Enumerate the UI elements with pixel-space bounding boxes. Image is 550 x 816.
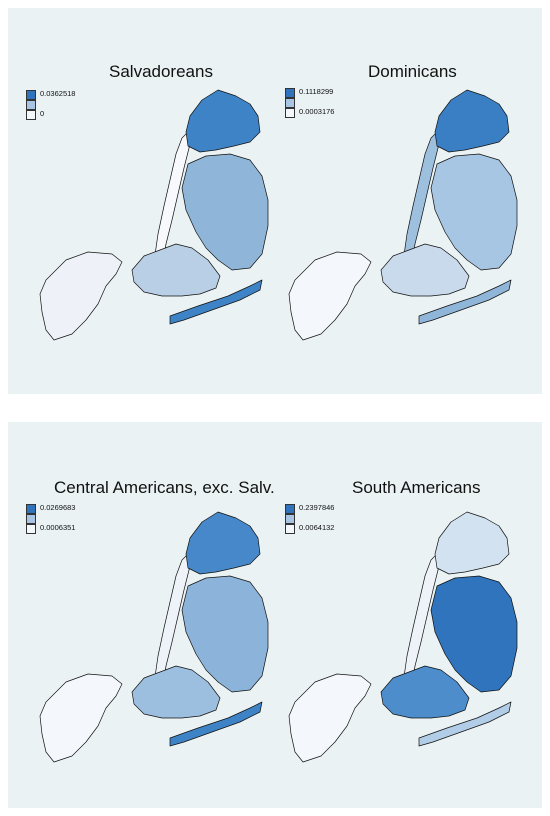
legend-salvadoreans: 0.0362518 0 xyxy=(26,89,136,120)
region-rockaway xyxy=(169,701,263,747)
region-queens xyxy=(430,153,518,271)
legend-label-high: 0.0269683 xyxy=(40,503,76,512)
legend-south-americans: 0.2397846 0.0064132 xyxy=(285,503,395,534)
legend-swatch-mid xyxy=(26,514,36,524)
map-salvadoreans xyxy=(39,89,269,341)
legend-swatch-high xyxy=(285,504,295,514)
legend-row-mid xyxy=(285,514,395,524)
legend-row-low: 0.0003176 xyxy=(285,107,395,118)
region-bronx xyxy=(185,511,261,575)
region-bronx xyxy=(434,511,510,575)
legend-swatch-high xyxy=(26,504,36,514)
region-bronx xyxy=(434,89,510,153)
map-title-south-americans: South Americans xyxy=(352,478,481,497)
region-staten-island xyxy=(288,251,372,341)
legend-row-low: 0.0064132 xyxy=(285,523,395,534)
map-title-dominicans: Dominicans xyxy=(368,62,457,81)
region-staten-island xyxy=(288,673,372,763)
region-staten-island xyxy=(39,251,123,341)
legend-label-low: 0.0064132 xyxy=(299,523,335,532)
legend-swatch-high xyxy=(285,88,295,98)
legend-label-low: 0.0006351 xyxy=(40,523,76,532)
legend-label-high: 0.2397846 xyxy=(299,503,335,512)
region-queens xyxy=(181,153,269,271)
legend-central-americans: 0.0269683 0.0006351 xyxy=(26,503,136,534)
region-brooklyn xyxy=(131,665,221,719)
legend-label-high: 0.0362518 xyxy=(40,89,76,98)
map-title-central-americans: Central Americans, exc. Salv. xyxy=(54,478,275,497)
legend-row-mid xyxy=(26,514,136,524)
map-dominicans xyxy=(288,89,518,341)
map-south-americans xyxy=(288,511,518,763)
legend-swatch-low xyxy=(285,108,295,118)
region-bronx xyxy=(185,89,261,153)
legend-swatch-low xyxy=(26,110,36,120)
map-title-salvadoreans: Salvadoreans xyxy=(109,62,213,81)
legend-swatch-low xyxy=(285,524,295,534)
legend-row-low: 0 xyxy=(26,109,136,120)
legend-row-high: 0.2397846 xyxy=(285,503,395,514)
region-rockaway xyxy=(418,701,512,747)
top-panel: Salvadoreans 0.0362518 0 Dominicans 0.11… xyxy=(8,8,542,394)
map-central-americans xyxy=(39,511,269,763)
legend-swatch-mid xyxy=(26,100,36,110)
region-staten-island xyxy=(39,673,123,763)
legend-label-high: 0.1118299 xyxy=(299,87,334,96)
bottom-panel: Central Americans, exc. Salv. 0.0269683 … xyxy=(8,422,542,808)
legend-swatch-mid xyxy=(285,514,295,524)
legend-row-mid xyxy=(26,100,136,110)
region-queens xyxy=(181,575,269,693)
legend-dominicans: 0.1118299 0.0003176 xyxy=(285,87,395,118)
legend-swatch-low xyxy=(26,524,36,534)
region-brooklyn xyxy=(380,665,470,719)
legend-row-high: 0.1118299 xyxy=(285,87,395,98)
region-rockaway xyxy=(418,279,512,325)
legend-row-high: 0.0269683 xyxy=(26,503,136,514)
region-queens xyxy=(430,575,518,693)
legend-label-low: 0 xyxy=(40,109,45,118)
legend-row-high: 0.0362518 xyxy=(26,89,136,100)
region-rockaway xyxy=(169,279,263,325)
legend-label-low: 0.0003176 xyxy=(299,107,335,116)
legend-swatch-mid xyxy=(285,98,295,108)
region-brooklyn xyxy=(131,243,221,297)
legend-row-low: 0.0006351 xyxy=(26,523,136,534)
region-brooklyn xyxy=(380,243,470,297)
legend-row-mid xyxy=(285,98,395,108)
legend-swatch-high xyxy=(26,90,36,100)
